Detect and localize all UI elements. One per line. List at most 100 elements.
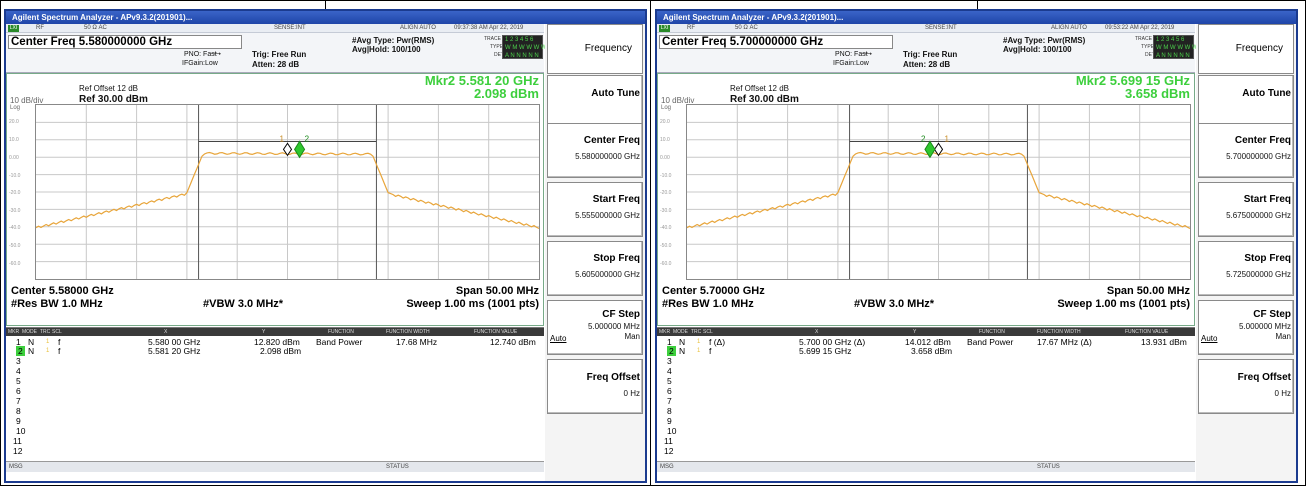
marker-row-empty[interactable]: 9 (6, 416, 544, 426)
marker-row-empty[interactable]: 9 (657, 416, 1195, 426)
marker-row-empty[interactable]: 7 (6, 396, 544, 406)
marker-num: 12 (13, 446, 23, 456)
marker-row[interactable]: 2 N 1 f 5.699 15 GHz 3.658 dBm (657, 346, 1195, 356)
marker-row-empty[interactable]: 8 (657, 406, 1195, 416)
col-function-value: FUNCTION VALUE (1125, 329, 1169, 335)
marker-row[interactable]: 1 N 1 f 5.580 00 GHz 12.820 dBm Band Pow… (6, 337, 544, 347)
marker-row-empty[interactable]: 5 (657, 376, 1195, 386)
stop-freq-button[interactable]: Stop Freq 5.605000000 GHz (547, 241, 643, 296)
log-label: Log (10, 105, 21, 111)
center-freq-value: 5.580000000 GHz (575, 152, 640, 161)
cell-top-left-tick (325, 0, 326, 9)
marker-num: 6 (667, 386, 672, 396)
vbw-footer: #VBW 3.0 MHz* (854, 298, 935, 310)
col-mkr: MKR (8, 329, 20, 335)
marker-row-empty[interactable]: 10 (657, 426, 1195, 436)
marker-row[interactable]: 1 N 1 f (Δ) 5.700 00 GHz (Δ) 14.012 dBm … (657, 337, 1195, 347)
cf-step-auto: Auto (1201, 334, 1218, 343)
marker-row[interactable]: 2 N 1 f 5.581 20 GHz 2.098 dBm (6, 346, 544, 356)
marker-amp-readout: 2.098 dBm (473, 86, 539, 101)
trace-row-type: W M W W W W (1156, 45, 1198, 51)
sense-label: SENSE:INT (925, 25, 957, 31)
col-function-value: FUNCTION VALUE (474, 329, 518, 335)
marker-x: 5.581 20 GHz (148, 346, 201, 356)
det-label: DET (1145, 52, 1155, 58)
spectrum-plot[interactable]: Ref Offset 12 dB 10 dB/div Log Ref 30.00… (657, 73, 1195, 326)
start-freq-button[interactable]: Start Freq 5.555000000 GHz (547, 182, 643, 237)
marker-num: 1 (16, 337, 21, 347)
status-row: LXI RF 50 Ω AC SENSE:INT ALIGN AUTO 09:5… (657, 24, 1195, 33)
cf-step-button[interactable]: CF Step 5.000000 MHz Auto Man (547, 300, 643, 355)
trace-indicator[interactable]: 1 2 3 4 5 6 W M W W W W A N N N N N (502, 35, 547, 59)
ifgain-label: IFGain:Low (182, 60, 218, 67)
center-freq-readout[interactable]: Center Freq 5.700000000 GHz (659, 35, 893, 49)
marker-row-empty[interactable]: 11 (657, 436, 1195, 446)
start-freq-button[interactable]: Start Freq 5.675000000 GHz (1198, 182, 1294, 237)
freq-offset-button[interactable]: Freq Offset 0 Hz (547, 359, 643, 414)
marker-row-empty[interactable]: 3 (6, 356, 544, 366)
msg-label: MSG (660, 464, 674, 470)
res-bw-footer: #Res BW 1.0 MHz (11, 298, 103, 310)
marker-row-empty[interactable]: 3 (657, 356, 1195, 366)
marker-row-empty[interactable]: 11 (6, 436, 544, 446)
marker-num: 8 (16, 406, 21, 416)
window-title: Agilent Spectrum Analyzer - APv9.3.2(201… (6, 11, 645, 24)
cf-step-label: CF Step (1253, 309, 1291, 320)
status-label: STATUS (386, 464, 409, 470)
marker-1-diamond (933, 142, 944, 157)
cf-step-man: Man (624, 332, 640, 341)
y-tick: 20.0 (9, 119, 19, 125)
marker-row-empty[interactable]: 5 (6, 376, 544, 386)
marker-1-label: 1 (280, 134, 285, 143)
y-tick: -10.0 (660, 173, 672, 179)
settings-header: Center Freq 5.700000000 GHz PNO: Fast IF… (657, 33, 1198, 73)
rf-label: RF (36, 25, 44, 31)
cell-top-right-tick (977, 0, 978, 9)
spectrum-plot[interactable]: Ref Offset 12 dB 10 dB/div Log Ref 30.00… (6, 73, 544, 326)
arrow-icon: ⟶ (862, 51, 873, 58)
auto-tune-button[interactable]: Auto Tune (1198, 75, 1294, 130)
marker-function: Band Power (316, 337, 363, 347)
trace-row-det: A N N N N N (1156, 53, 1190, 59)
type-label: TYPE (1141, 44, 1155, 50)
marker-row-empty[interactable]: 6 (657, 386, 1195, 396)
auto-tune-label: Auto Tune (1242, 88, 1291, 99)
marker-y: 14.012 dBm (905, 337, 951, 347)
center-freq-button[interactable]: Center Freq 5.700000000 GHz (1198, 123, 1294, 178)
lxi-icon: LXI (8, 25, 19, 32)
spectrum-trace-svg: 21 (36, 105, 539, 279)
marker-num: 2 (667, 346, 676, 356)
marker-row-empty[interactable]: 12 (6, 446, 544, 456)
marker-function: Band Power (967, 337, 1014, 347)
marker-row-empty[interactable]: 10 (6, 426, 544, 436)
stop-freq-value: 5.725000000 GHz (1226, 270, 1291, 279)
marker-mode: N (679, 337, 686, 347)
marker-num: 6 (16, 386, 21, 396)
message-bar: MSG STATUS (657, 461, 1195, 472)
marker-row-empty[interactable]: 4 (6, 366, 544, 376)
det-label: DET (494, 52, 504, 58)
marker-num: 1 (667, 337, 672, 347)
marker-row-empty[interactable]: 12 (657, 446, 1195, 456)
center-freq-button[interactable]: Center Freq 5.580000000 GHz (547, 123, 643, 178)
trace-indicator[interactable]: 1 2 3 4 5 6 W M W W W W A N N N N N (1153, 35, 1198, 59)
auto-tune-button[interactable]: Auto Tune (547, 75, 643, 130)
stop-freq-button[interactable]: Stop Freq 5.725000000 GHz (1198, 241, 1294, 296)
col-x: X (164, 329, 168, 335)
marker-function-width: 17.68 MHz (396, 337, 438, 347)
analyzer-window-left: Agilent Spectrum Analyzer - APv9.3.2(201… (4, 9, 647, 483)
impedance-label: 50 Ω AC (84, 25, 107, 31)
marker-num: 7 (16, 396, 21, 406)
marker-row-empty[interactable]: 6 (6, 386, 544, 396)
marker-row-empty[interactable]: 8 (6, 406, 544, 416)
softkey-panel: Frequency Auto Tune Center Freq 5.580000… (545, 24, 645, 481)
center-freq-readout[interactable]: Center Freq 5.580000000 GHz (8, 35, 242, 49)
marker-row-empty[interactable]: 7 (657, 396, 1195, 406)
cf-step-button[interactable]: CF Step 5.000000 MHz Auto Man (1198, 300, 1294, 355)
col-y: Y (262, 329, 266, 335)
marker-row-empty[interactable]: 4 (657, 366, 1195, 376)
avg-type-label: #Avg Type: Pwr(RMS) (1003, 36, 1086, 45)
freq-offset-button[interactable]: Freq Offset 0 Hz (1198, 359, 1294, 414)
analyzer-window-right: Agilent Spectrum Analyzer - APv9.3.2(201… (655, 9, 1298, 483)
